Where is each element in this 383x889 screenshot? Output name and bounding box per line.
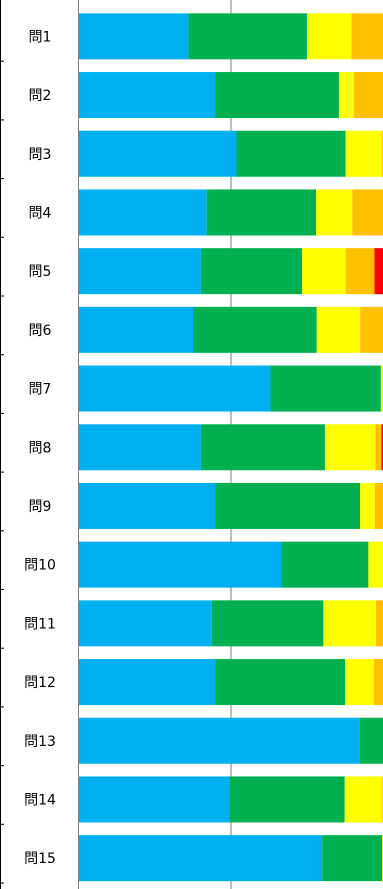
- bar-segment: [79, 600, 212, 647]
- bar-segment: [380, 365, 383, 412]
- bar-segment: [79, 659, 216, 706]
- bar-segment: [79, 541, 282, 588]
- bar-segment: [359, 717, 383, 764]
- bar-segment: [79, 365, 271, 412]
- bar-segment: [193, 306, 317, 353]
- bar-segment: [368, 541, 383, 588]
- bar-segment: [79, 424, 201, 471]
- category-label: 問8: [29, 440, 52, 456]
- bar-segment: [79, 482, 216, 529]
- bar-segment: [381, 424, 383, 471]
- bar-segment: [345, 248, 375, 295]
- bar-segment: [200, 248, 303, 295]
- category-label: 問10: [24, 558, 56, 574]
- bar-segment: [345, 659, 374, 706]
- category-label: 問13: [24, 734, 56, 750]
- bar-segment: [188, 13, 307, 60]
- category-label: 問11: [24, 616, 56, 632]
- bar-segment: [215, 482, 361, 529]
- category-label: 問2: [29, 88, 52, 104]
- bar-segment: [79, 306, 193, 353]
- bar-segment: [79, 835, 323, 882]
- category-label: 問14: [24, 792, 56, 808]
- bar-segment: [351, 13, 383, 60]
- category-label: 問12: [24, 675, 56, 691]
- category-label: 問1: [29, 29, 52, 45]
- bar-segment: [322, 835, 383, 882]
- category-label: 問9: [29, 499, 52, 515]
- bar-segment: [338, 72, 354, 119]
- bar-segment: [344, 776, 383, 823]
- bar-segment: [373, 659, 383, 706]
- bar-segment: [376, 600, 383, 647]
- bar-segment: [360, 482, 375, 529]
- bar-segment: [316, 306, 361, 353]
- bar-segment: [307, 13, 352, 60]
- bar-segment: [381, 130, 383, 177]
- bar-segment: [79, 72, 216, 119]
- bar-segment: [215, 72, 339, 119]
- bar-segment: [374, 248, 383, 295]
- bar-segment: [323, 600, 377, 647]
- bar-segment: [79, 13, 189, 60]
- bar-segment: [79, 248, 201, 295]
- bar-segment: [206, 189, 317, 236]
- bar-segment: [200, 424, 325, 471]
- bar-segment: [79, 189, 207, 236]
- bar-segment: [324, 424, 376, 471]
- bar-segment: [229, 776, 345, 823]
- bar-segment: [374, 482, 383, 529]
- category-label: 問4: [29, 205, 52, 221]
- category-label: 問7: [29, 382, 52, 398]
- category-label: 問5: [29, 264, 52, 280]
- bar-segment: [211, 600, 324, 647]
- bar-segment: [79, 717, 360, 764]
- bar-segment: [215, 659, 345, 706]
- category-label: 問3: [29, 147, 52, 163]
- bar-segment: [281, 541, 369, 588]
- category-label: 問6: [29, 323, 52, 339]
- bar-segment: [375, 424, 382, 471]
- bar-segment: [79, 130, 237, 177]
- category-label: 問15: [24, 851, 56, 867]
- bar-segment: [79, 776, 230, 823]
- bar-segment: [316, 189, 353, 236]
- bar-segment: [352, 189, 383, 236]
- bar-segment: [345, 130, 382, 177]
- bar-segment: [302, 248, 346, 295]
- bar-segment: [236, 130, 346, 177]
- bar-segment: [360, 306, 383, 353]
- bar-segment: [353, 72, 383, 119]
- bar-segment: [270, 365, 381, 412]
